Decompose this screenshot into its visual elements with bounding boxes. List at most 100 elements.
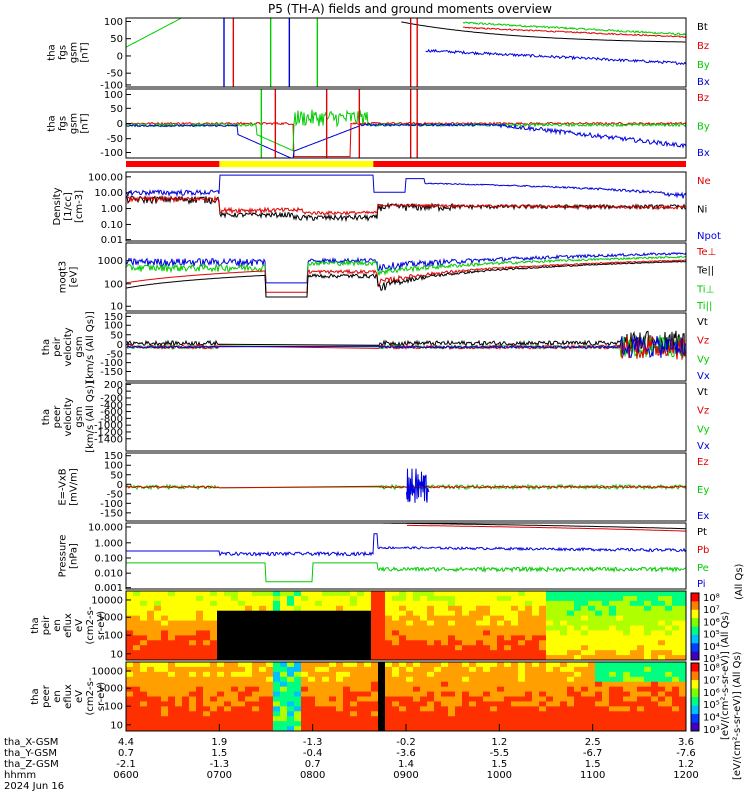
ytick-label: 100 [104,702,123,713]
heat-cell [490,691,498,697]
heat-cell [392,666,400,673]
heat-cell [175,600,183,607]
heat-cell [126,671,134,678]
heat-cell [539,701,547,707]
heat-cell [161,701,169,707]
heat-cell [469,671,477,678]
heat-cell [553,721,561,727]
heat-cell [434,706,442,712]
ytick-label: -400 [100,400,123,411]
heat-cell [238,666,246,673]
heat-cell [385,681,393,688]
heat-cell [168,691,176,697]
legend-Npot: Npot [697,231,721,242]
colorbar-peir-label: 10⁷ [703,605,720,616]
heat-cell [252,721,260,727]
heat-cell [273,610,281,617]
ylabel-line: peer [41,684,52,708]
heat-cell [343,706,351,712]
heat-cell [469,666,477,673]
heat-cell [133,701,141,707]
heat-cell [441,696,449,702]
heat-cell [371,662,379,668]
heat-cell [343,701,351,707]
heat-cell [329,681,337,688]
ylabel: tha peir velocity gsm [km/s (All Qs)] [41,311,96,383]
heat-cell [266,696,274,702]
heat-cell [567,681,575,688]
heat-cell [252,650,260,656]
heat-cell [175,726,183,731]
heat-cell [140,701,148,707]
heat-cell [679,666,686,673]
heat-cell [574,640,582,646]
heat-cell [259,666,267,673]
heat-cell [525,691,533,697]
heat-cell [182,595,190,602]
heat-cell [399,716,407,722]
heat-cell [168,640,176,646]
heat-cell [385,711,393,717]
heat-cell [210,640,218,646]
heat-cell [658,716,666,722]
heat-cell [462,676,470,683]
ylabel-line: velocity [63,397,74,436]
heat-cell [427,666,435,673]
xaxis-row-label: tha_X-GSM [4,737,58,748]
heat-cell [329,620,337,626]
heat-cell [231,640,239,646]
heat-cell [518,630,526,636]
heat-cell [581,681,589,688]
heat-cell [490,630,498,636]
pb-line [407,524,686,532]
heat-cell [301,650,309,656]
heat-cell [560,696,568,702]
heat-cell [350,620,358,626]
heat-cell [553,630,561,636]
heat-cell [210,701,218,707]
heat-cell [203,716,211,722]
heat-cell [560,640,568,646]
heat-cell [231,620,239,626]
ne-line [126,195,686,216]
heat-cell [266,630,274,636]
heat-cell [679,625,686,631]
heat-cell [154,691,162,697]
heat-cell [231,691,239,697]
heat-cell [189,645,197,651]
heat-cell [483,655,491,660]
heat-cell [280,645,288,651]
heat-cell [161,726,169,731]
heat-cell [350,716,358,722]
heat-cell [483,645,491,651]
heat-cell [609,676,617,683]
heat-cell [182,640,190,646]
heat-cell [357,595,365,602]
heat-cell [665,696,673,702]
heat-cell [350,686,358,693]
heat-cell [357,610,365,617]
heat-cell [266,620,274,626]
heat-cell [672,630,680,636]
heat-cell [203,645,211,651]
heat-cell [497,671,505,678]
heat-cell [182,655,190,660]
legend-Ey: Ey [697,485,709,496]
heat-cell [238,696,246,702]
vt-line [126,330,686,356]
heat-cell [595,666,603,673]
heat-cell [616,721,624,727]
heat-cell [462,666,470,673]
heat-cell [301,640,309,646]
heat-cell [672,635,680,641]
heat-cell [553,666,561,673]
heat-cell [301,625,309,631]
heat-cell [504,645,512,651]
heat-cell [168,696,176,702]
heat-cell [476,666,484,673]
heat-cell [518,595,526,602]
heat-cell [357,681,365,688]
heat-cell [679,655,686,660]
heat-cell [567,620,575,626]
